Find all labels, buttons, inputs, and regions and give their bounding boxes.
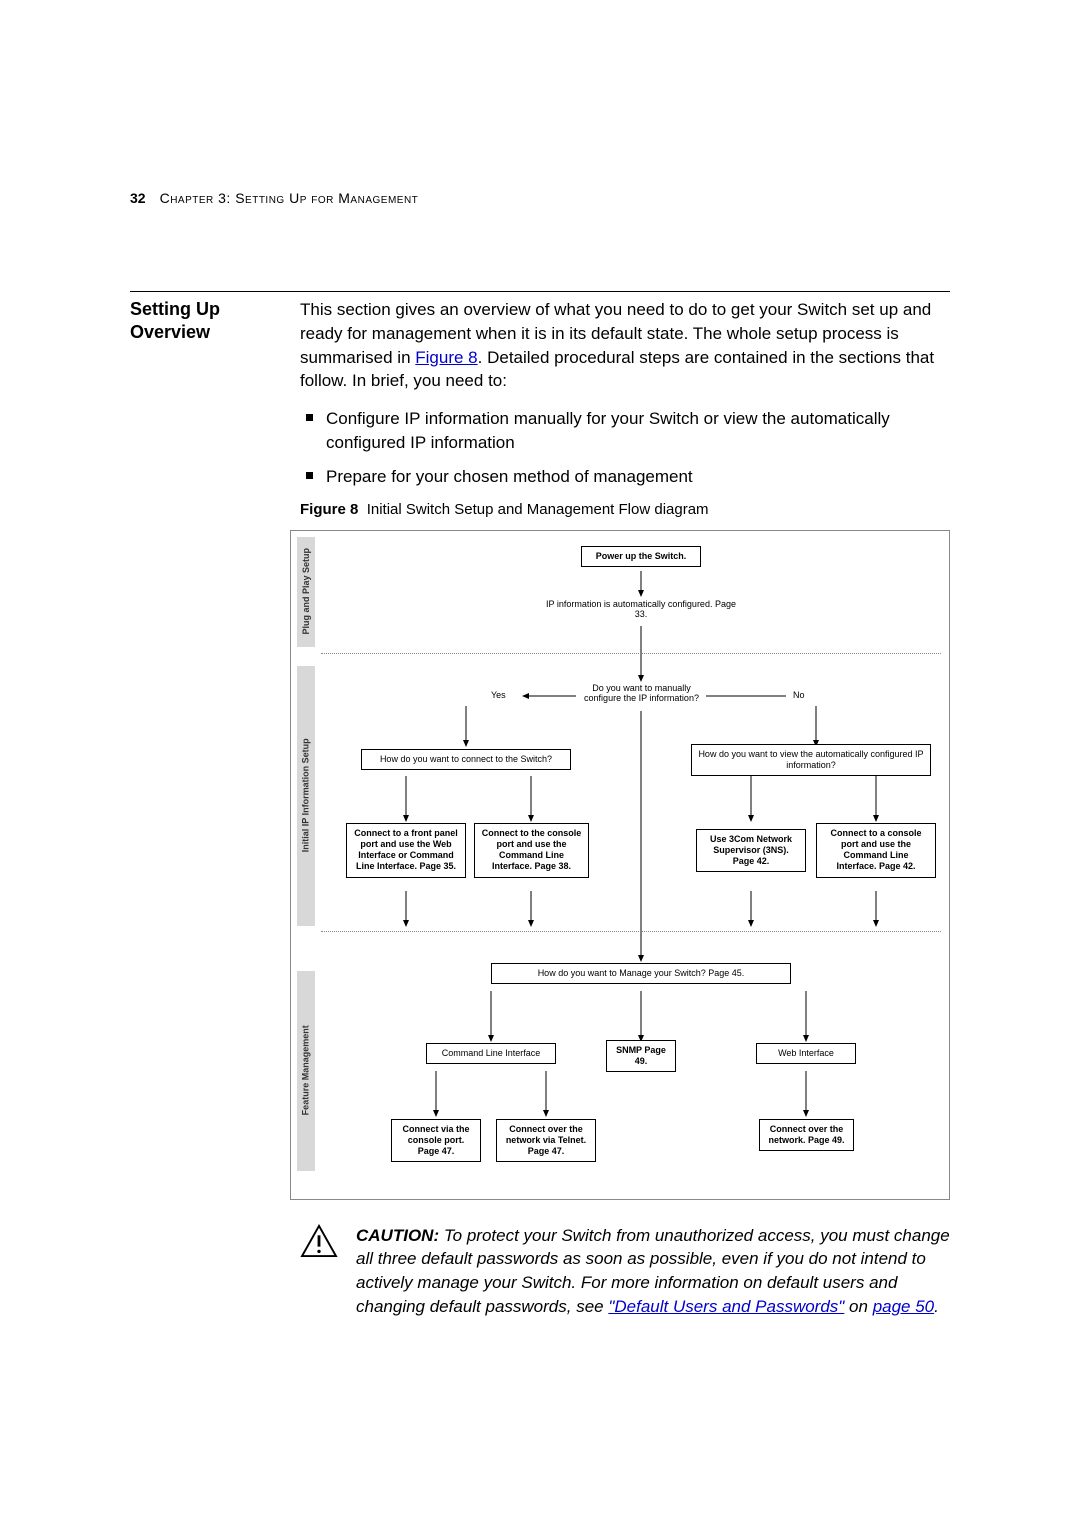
flow-band-plug: Plug and Play Setup bbox=[297, 537, 315, 647]
flow-node: Connect to a front panel port and use th… bbox=[346, 823, 466, 878]
flow-node: How do you want to Manage your Switch? P… bbox=[491, 963, 791, 984]
flow-node: Use 3Com Network Supervisor (3NS). Page … bbox=[696, 829, 806, 873]
flow-band-feature: Feature Management bbox=[297, 971, 315, 1171]
flow-node: Connect over the network via Telnet. Pag… bbox=[496, 1119, 596, 1163]
page-number: 32 bbox=[130, 190, 146, 206]
caution-block: CAUTION: To protect your Switch from una… bbox=[300, 1224, 950, 1319]
list-item: Prepare for your chosen method of manage… bbox=[300, 465, 950, 489]
list-item: Configure IP information manually for yo… bbox=[300, 407, 950, 455]
page-header: 32 Chapter 3: Setting Up for Management bbox=[130, 190, 950, 206]
flow-node: Command Line Interface bbox=[426, 1043, 556, 1064]
flow-node: Connect to a console port and use the Co… bbox=[816, 823, 936, 878]
flowchart: Plug and Play Setup Initial IP Informati… bbox=[290, 530, 950, 1200]
flow-label-no: No bbox=[793, 689, 805, 702]
section-heading: Setting Up Overview bbox=[130, 298, 270, 1319]
flow-node: Connect over the network. Page 49. bbox=[759, 1119, 854, 1152]
figure-caption: Figure 8 Initial Switch Setup and Manage… bbox=[300, 499, 950, 520]
flow-label-yes: Yes bbox=[491, 689, 506, 702]
section-content: This section gives an overview of what y… bbox=[300, 298, 950, 1319]
flow-node: SNMP Page 49. bbox=[606, 1040, 676, 1073]
page-link[interactable]: page 50 bbox=[873, 1297, 934, 1316]
flow-node: Connect via the console port. Page 47. bbox=[391, 1119, 481, 1163]
passwords-link[interactable]: "Default Users and Passwords" bbox=[608, 1297, 844, 1316]
caution-text: CAUTION: To protect your Switch from una… bbox=[356, 1224, 950, 1319]
intro-paragraph: This section gives an overview of what y… bbox=[300, 298, 950, 393]
flow-node: Do you want to manually configure the IP… bbox=[579, 683, 704, 705]
flow-node: Power up the Switch. bbox=[581, 546, 701, 567]
flow-divider bbox=[321, 931, 941, 932]
caution-icon bbox=[300, 1224, 338, 1265]
bullet-list: Configure IP information manually for yo… bbox=[300, 407, 950, 488]
chapter-title: Chapter 3: Setting Up for Management bbox=[160, 190, 419, 206]
flow-band-ip: Initial IP Information Setup bbox=[297, 666, 315, 926]
section-rule bbox=[130, 291, 950, 292]
flow-node: IP information is automatically configur… bbox=[541, 599, 741, 621]
flow-node: How do you want to view the automaticall… bbox=[691, 744, 931, 777]
flow-node: How do you want to connect to the Switch… bbox=[361, 749, 571, 770]
flow-divider bbox=[321, 653, 941, 654]
flow-node: Connect to the console port and use the … bbox=[474, 823, 589, 878]
flow-node: Web Interface bbox=[756, 1043, 856, 1064]
figure-link[interactable]: Figure 8 bbox=[415, 348, 477, 367]
